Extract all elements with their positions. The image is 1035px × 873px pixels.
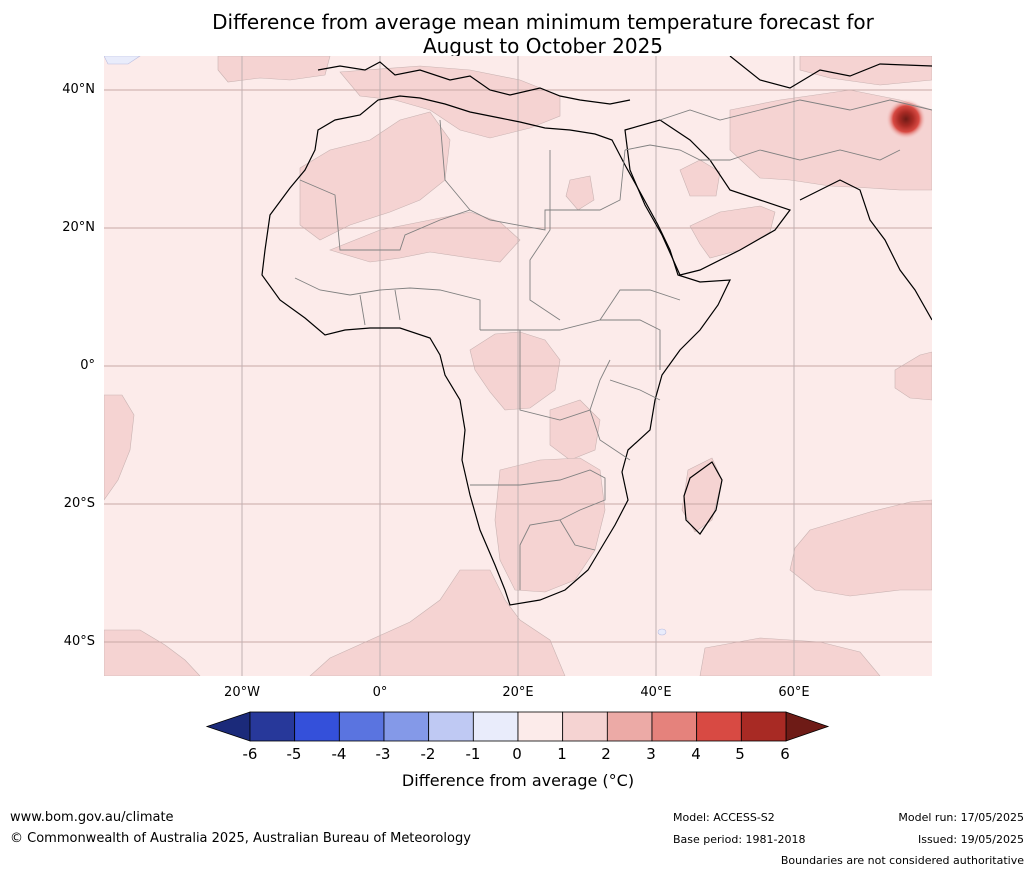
- border-southern-africa: [470, 469, 606, 590]
- coast-madagascar: [683, 461, 723, 535]
- colorbar-segment: [383, 711, 430, 742]
- colorbar-segment: [696, 711, 742, 742]
- colorbar-segment: [249, 711, 296, 742]
- title-line-1: Difference from average mean minimum tem…: [212, 10, 874, 34]
- colorbar-tick: -3: [375, 745, 391, 763]
- region-sudan: [565, 175, 595, 211]
- region-central-africa: [469, 331, 561, 411]
- colorbar-label: Difference from average (°C): [401, 771, 635, 790]
- colorbar-tick: -6: [242, 745, 258, 763]
- colorbar-tick: -5: [286, 745, 302, 763]
- colorbar-tick: 4: [691, 745, 701, 763]
- colorbar-segment: [651, 711, 698, 742]
- region-mediterranean: [339, 65, 561, 139]
- country-borders: [294, 99, 932, 590]
- colorbar-segment: [562, 711, 608, 742]
- coast-europe: [317, 61, 631, 105]
- colorbar-tick: 3: [646, 745, 656, 763]
- region-sw-asia-top: [799, 56, 932, 86]
- colorbar-tick: -1: [465, 745, 481, 763]
- colorbar-tick: -2: [420, 745, 436, 763]
- region-atlantic-west: [104, 394, 135, 501]
- colorbar-segment: [472, 711, 519, 742]
- coast-asia: [729, 56, 932, 321]
- region-arabia: [689, 205, 776, 259]
- gridlines: [104, 56, 932, 676]
- colorbar: [205, 711, 830, 742]
- colorbar-segment: [740, 711, 787, 742]
- cold-patch-south: [657, 628, 667, 636]
- colorbar-under-arrow: [205, 711, 251, 742]
- region-east-africa: [549, 399, 601, 461]
- footer-issued: Issued: 19/05/2025: [917, 833, 1024, 846]
- region-north-atlantic: [217, 56, 331, 83]
- region-indian-ocean-west: [894, 351, 932, 401]
- region-southern-ocean: [699, 637, 881, 676]
- lon-label-0: 0°: [372, 685, 388, 700]
- coastlines: [261, 56, 932, 606]
- border-west-africa: [294, 277, 481, 330]
- footer-base-period: Base period: 1981-2018: [673, 833, 806, 846]
- anomaly-regions: [104, 56, 932, 676]
- region-indian-ocean-east: [789, 499, 932, 597]
- colorbar-segment: [338, 711, 385, 742]
- colorbar-segment: [294, 711, 340, 742]
- region-sahel: [329, 211, 521, 263]
- map-title: Difference from average mean minimum tem…: [100, 10, 986, 58]
- title-line-2: August to October 2025: [422, 34, 664, 58]
- lat-label-0: 0°: [80, 358, 95, 373]
- lat-label-20s: 20°S: [63, 496, 95, 511]
- footer-url[interactable]: www.bom.gov.au/climate: [10, 810, 174, 825]
- colorbar-tick: -4: [331, 745, 347, 763]
- colorbar-segment: [606, 711, 653, 742]
- colorbar-tick: 2: [601, 745, 611, 763]
- colorbar-segment: [517, 711, 564, 742]
- lon-label-40e: 40°E: [640, 685, 672, 700]
- footer-copyright: © Commonwealth of Australia 2025, Austra…: [10, 831, 471, 846]
- footer-model: Model: ACCESS-S2: [673, 811, 775, 824]
- colorbar-over-arrow: [785, 711, 830, 742]
- hotspot-tibet: [886, 99, 926, 139]
- coast-arabia: [624, 119, 791, 276]
- footer-disclaimer: Boundaries are not considered authoritat…: [780, 854, 1024, 867]
- footer-model-run: Model run: 17/05/2025: [898, 811, 1024, 824]
- border-sahara-split: [439, 119, 561, 321]
- border-middle-east: [624, 99, 932, 161]
- lon-label-20e: 20°E: [502, 685, 534, 700]
- region-southern-africa: [494, 457, 606, 593]
- cold-patch-north: [104, 56, 141, 65]
- colorbar-tick: 6: [780, 745, 790, 763]
- lon-label-60e: 60°E: [778, 685, 810, 700]
- lat-label-40n: 40°N: [62, 82, 95, 97]
- colorbar-segment: [428, 711, 474, 742]
- colorbar-tick: 5: [735, 745, 745, 763]
- border-east-africa: [589, 289, 681, 461]
- coast-africa: [261, 95, 731, 606]
- region-middle-east: [679, 159, 721, 197]
- colorbar-tick: 0: [512, 745, 522, 763]
- colorbar-tick: 1: [557, 745, 567, 763]
- lat-label-20n: 20°N: [62, 220, 95, 235]
- lat-label-40s: 40°S: [63, 634, 95, 649]
- region-south-atlantic-a: [309, 569, 566, 676]
- lon-label-20w: 20°W: [224, 685, 260, 700]
